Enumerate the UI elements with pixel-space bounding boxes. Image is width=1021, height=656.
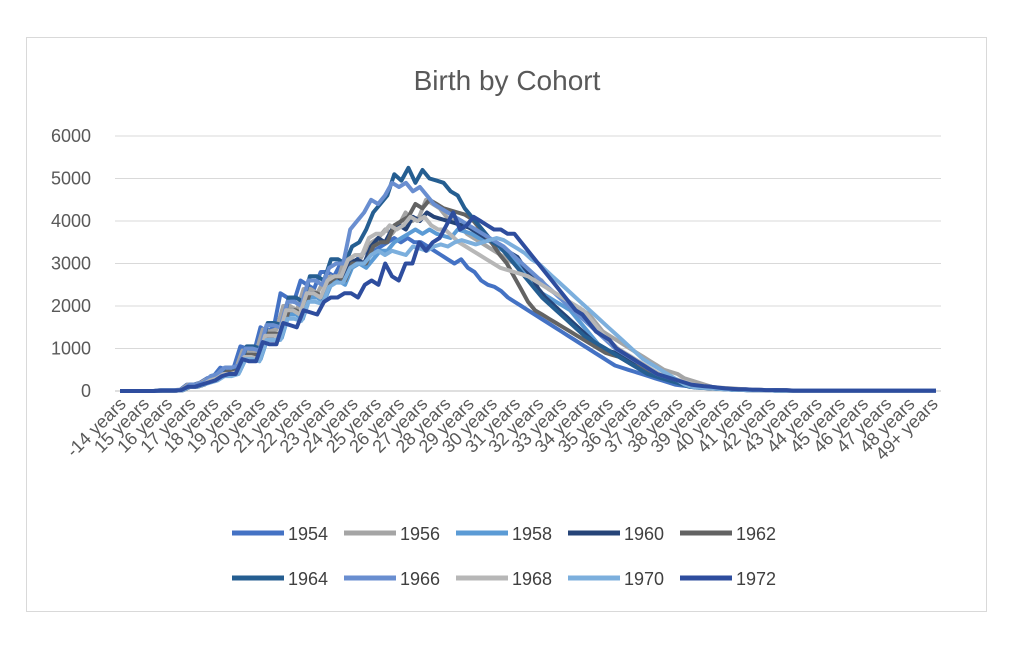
legend-label-1962: 1962 (736, 524, 776, 544)
legend-label-1954: 1954 (288, 524, 328, 544)
series-line-1970 (120, 236, 936, 393)
series-line-1972 (120, 210, 936, 393)
y-tick-label: 1000 (51, 339, 91, 359)
legend-label-1966: 1966 (400, 569, 440, 589)
y-tick-label: 4000 (51, 211, 91, 231)
legend-label-1956: 1956 (400, 524, 440, 544)
legend-label-1964: 1964 (288, 569, 328, 589)
legend-label-1972: 1972 (736, 569, 776, 589)
y-axis-ticks: 0 1000 2000 3000 4000 5000 6000 (51, 126, 91, 401)
legend-label-1970: 1970 (624, 569, 664, 589)
y-tick-label: 6000 (51, 126, 91, 146)
y-tick-label: 0 (81, 381, 91, 401)
series-lines (120, 165, 936, 393)
chart-frame: Birth by Cohort 0 1000 2000 3000 4000 5000 600… (26, 37, 987, 612)
legend-label-1968: 1968 (512, 569, 552, 589)
legend-label-1958: 1958 (512, 524, 552, 544)
legend: 1954 1956 1958 1960 1962 1964 1966 1968 1970 1972 (232, 524, 776, 589)
legend-label-1960: 1960 (624, 524, 664, 544)
y-tick-label: 5000 (51, 169, 91, 189)
chart-title: Birth by Cohort (414, 65, 601, 96)
y-tick-label: 2000 (51, 296, 91, 316)
birth-by-cohort-chart: Birth by Cohort 0 1000 2000 3000 4000 5000 600… (51, 65, 942, 589)
y-tick-label: 3000 (51, 254, 91, 274)
